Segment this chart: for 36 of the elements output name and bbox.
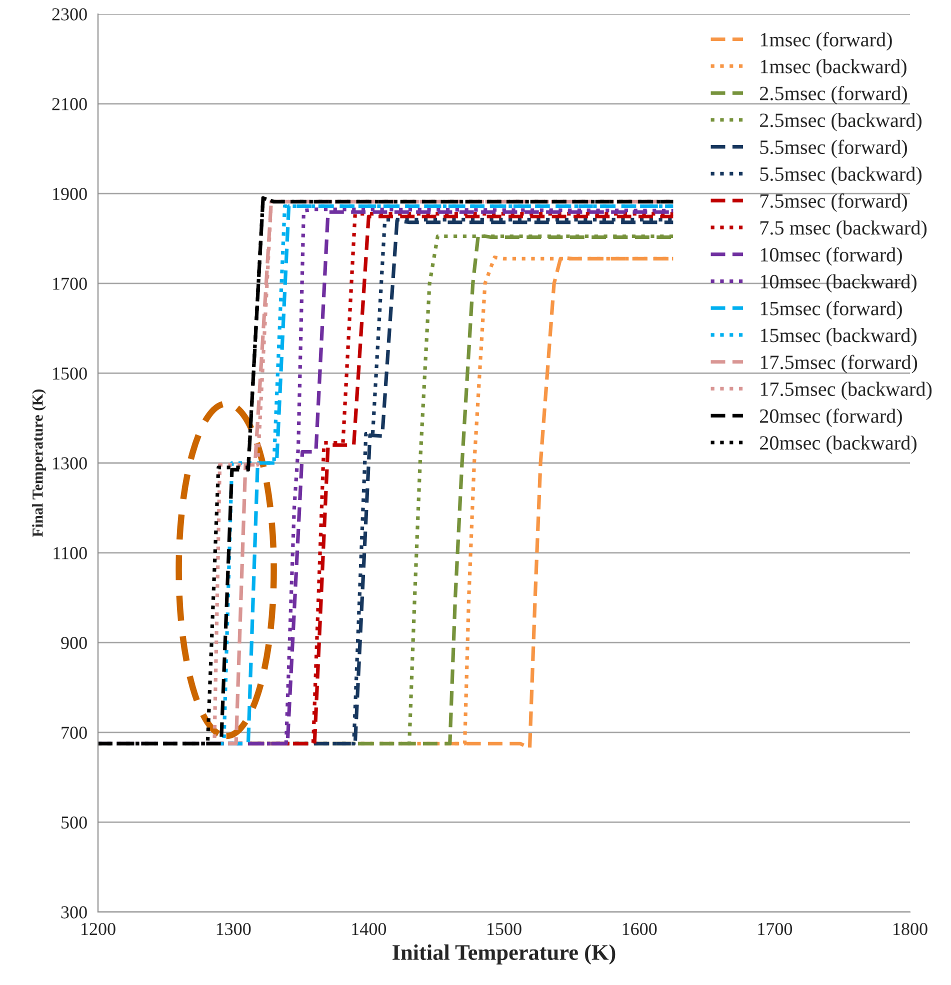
x-tick-label: 1600	[622, 922, 657, 936]
x-tick-label: 1300	[216, 922, 251, 936]
y-tick-label: 1700	[53, 278, 87, 290]
legend-label: 15msec (forward)	[760, 300, 902, 320]
y-tick-label: 1300	[53, 457, 87, 470]
legend-label: 20msec (forward)	[760, 408, 902, 427]
legend-label: 2.5msec (backward)	[760, 112, 922, 132]
legend-label: 1msec (forward)	[760, 32, 892, 51]
y-tick-label: 2100	[52, 98, 87, 110]
y-tick-label: 700	[62, 726, 87, 739]
legend-label: 10msec (forward)	[760, 247, 902, 266]
legend-label: 17.5msec (backward)	[760, 382, 932, 400]
legend-label: 2.5msec (forward)	[760, 86, 907, 104]
x-tick-label: 1500	[488, 922, 522, 936]
y-tick-label: 2300	[52, 8, 87, 20]
legend-label: 20msec (backward)	[760, 436, 916, 454]
legend-label: 7.5 msec (backward)	[760, 220, 927, 239]
legend-label: 1msec (backward)	[760, 59, 906, 78]
y-tick-label: 900	[61, 636, 87, 650]
y-tick-label: 1900	[53, 188, 87, 200]
x-tick-label: 1700	[758, 922, 792, 936]
x-tick-label: 1800	[894, 922, 928, 936]
legend-label: 17.5msec (forward)	[760, 354, 918, 374]
y-axis-title: Final Temperature (K)	[32, 390, 46, 537]
y-tick-label: 1500	[53, 367, 87, 380]
y-tick-label: 300	[61, 906, 87, 918]
y-tick-label: 500	[62, 816, 87, 829]
legend-label: 5.5msec (backward)	[760, 166, 922, 185]
legend-label: 10msec (backward)	[760, 274, 916, 293]
y-tick-label: 1100	[54, 547, 87, 560]
x-axis-title: Initial Temperature (K)	[392, 944, 616, 964]
legend-label: 7.5msec (forward)	[760, 193, 907, 212]
legend-label: 15msec (backward)	[760, 328, 916, 346]
x-tick-label: 1200	[82, 922, 116, 936]
x-tick-label: 1400	[352, 922, 386, 936]
legend-label: 5.5msec (forward)	[760, 140, 907, 158]
